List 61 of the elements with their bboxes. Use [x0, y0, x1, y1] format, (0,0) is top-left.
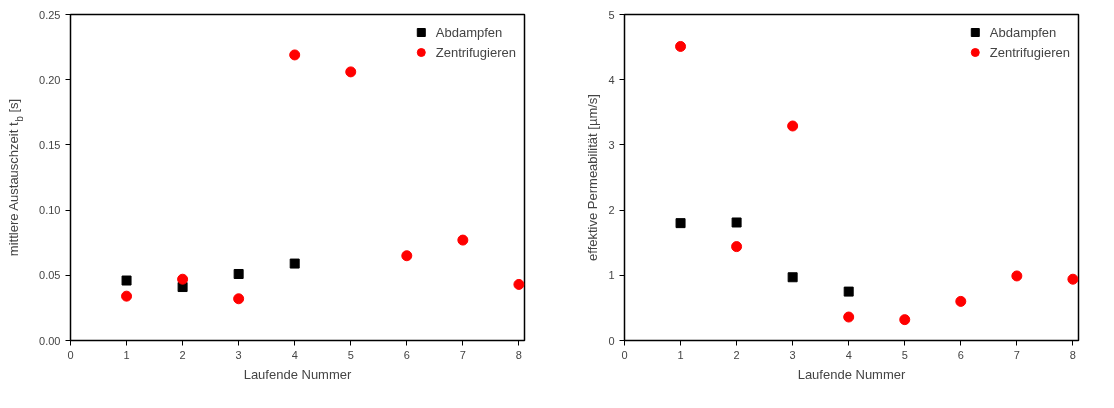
y-tick-label: 0.10 — [39, 204, 61, 217]
point — [121, 290, 133, 302]
y-tick-label: 1 — [608, 269, 615, 282]
x-tick-label: 3 — [235, 348, 242, 361]
point — [233, 269, 244, 279]
point — [289, 258, 300, 269]
x-tick-label: 6 — [403, 348, 410, 361]
x-tick-label: 7 — [459, 348, 466, 361]
x-axis-title: Laufende Nummer — [243, 366, 353, 382]
x-tick-label: 5 — [901, 348, 908, 361]
legend-label: Abdampfen — [989, 24, 1057, 40]
x-tick-label: 6 — [957, 348, 964, 361]
point — [513, 278, 525, 290]
x-tick-label: 3 — [789, 348, 796, 361]
point — [955, 295, 967, 307]
point — [401, 250, 413, 262]
y-tick-label: 2 — [608, 204, 615, 217]
point — [177, 273, 189, 285]
point — [787, 272, 798, 283]
x-tick-label: 8 — [515, 348, 522, 361]
point — [899, 314, 911, 326]
point — [289, 49, 301, 61]
point — [1067, 273, 1079, 285]
point — [457, 234, 469, 246]
y-tick-label: 4 — [608, 73, 615, 86]
x-tick-label: 5 — [347, 348, 354, 361]
legend-label: Abdampfen — [435, 24, 503, 40]
point — [843, 286, 854, 297]
legend-label: Zentrifugieren — [989, 44, 1070, 60]
x-tick-label: 4 — [845, 348, 852, 361]
point — [787, 120, 799, 132]
y-tick-label: 0.00 — [39, 334, 61, 347]
y-axis-title: mittlere Austauschzeit tb [s] — [5, 98, 25, 257]
y-tick-label: 3 — [608, 138, 615, 151]
x-tick-label: 8 — [1069, 348, 1076, 361]
y-tick-label: 0 — [608, 334, 615, 347]
point — [731, 217, 742, 228]
x-tick-label: 2 — [179, 348, 186, 361]
x-tick-label: 1 — [677, 348, 684, 361]
y-tick-label: 0.20 — [39, 73, 61, 86]
point — [345, 66, 357, 78]
y-tick-label: 0.25 — [39, 8, 61, 21]
x-axis-title: Laufende Nummer — [797, 366, 907, 382]
legend-label: Zentrifugieren — [435, 44, 516, 60]
x-tick-label: 0 — [621, 348, 628, 361]
x-tick-label: 0 — [67, 348, 74, 361]
point — [675, 218, 686, 229]
point — [843, 311, 855, 323]
y-tick-label: 5 — [608, 8, 615, 21]
x-tick-label: 1 — [123, 348, 130, 361]
point — [1011, 270, 1023, 282]
y-tick-label: 0.05 — [39, 269, 61, 282]
x-tick-label: 7 — [1013, 348, 1020, 361]
point — [121, 275, 132, 286]
x-tick-label: 4 — [291, 348, 298, 361]
point — [731, 241, 743, 253]
point — [233, 293, 245, 305]
y-tick-label: 0.15 — [39, 138, 61, 151]
point — [675, 40, 687, 52]
y-axis-title: effektive Permeabilität [µm/s] — [585, 94, 601, 261]
x-tick-label: 2 — [733, 348, 740, 361]
